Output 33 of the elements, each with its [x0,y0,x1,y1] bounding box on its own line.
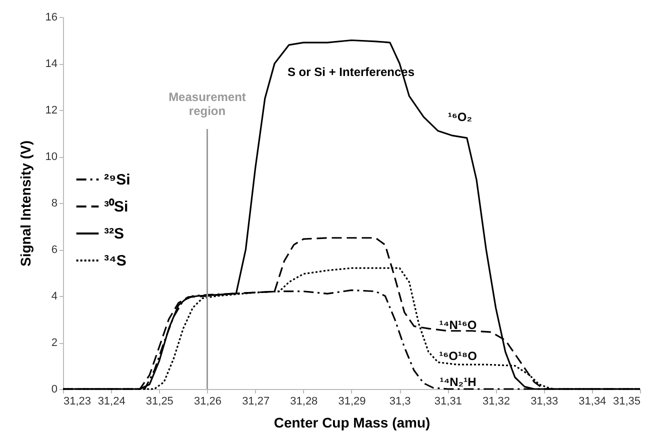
x-tick-label: 31,26 [194,396,222,408]
legend-label: ²⁹Si [104,172,130,188]
x-tick-label: 31,28 [290,396,318,408]
annotation: ¹⁴N₂¹H [440,375,476,389]
x-tick-label: 31,25 [146,396,174,408]
legend-label: ³⁰Si [104,198,128,216]
annotation: ¹⁴N¹⁶O [439,318,477,332]
legend-label: ³²S [104,226,124,242]
ref-line-label: Measurement region [168,90,246,118]
y-tick-label: 6 [51,244,58,256]
x-tick-label: 31,27 [242,396,270,408]
legend-label: ³⁴S [104,252,126,270]
y-tick-label: 10 [45,151,58,163]
x-tick-label: 31,34 [578,396,606,408]
y-axis-title: Signal Intensity (V) [17,140,34,267]
y-tick-label: 12 [45,104,58,116]
x-tick-label: 31,23 [64,396,92,408]
annotation: ¹⁶O₂ [448,110,472,124]
annotation: ¹⁶O¹⁸O [439,349,477,363]
y-tick-label: 14 [45,58,58,70]
y-tick-label: 16 [45,12,58,24]
x-tick-label: 31,32 [482,396,510,408]
x-tick-label: 31,35 [612,396,640,408]
x-tick-label: 31,33 [530,396,558,408]
y-tick-label: 4 [51,290,58,302]
y-tick-label: 2 [51,337,58,349]
y-tick-label: 8 [51,198,58,210]
x-tick-label: 31,3 [389,396,411,408]
x-tick-label: 31,24 [98,396,126,408]
x-axis-title: Center Cup Mass (amu) [274,414,430,430]
x-tick-label: 31,31 [434,396,462,408]
y-tick-label: 0 [51,384,58,396]
x-tick-label: 31,29 [338,396,366,408]
